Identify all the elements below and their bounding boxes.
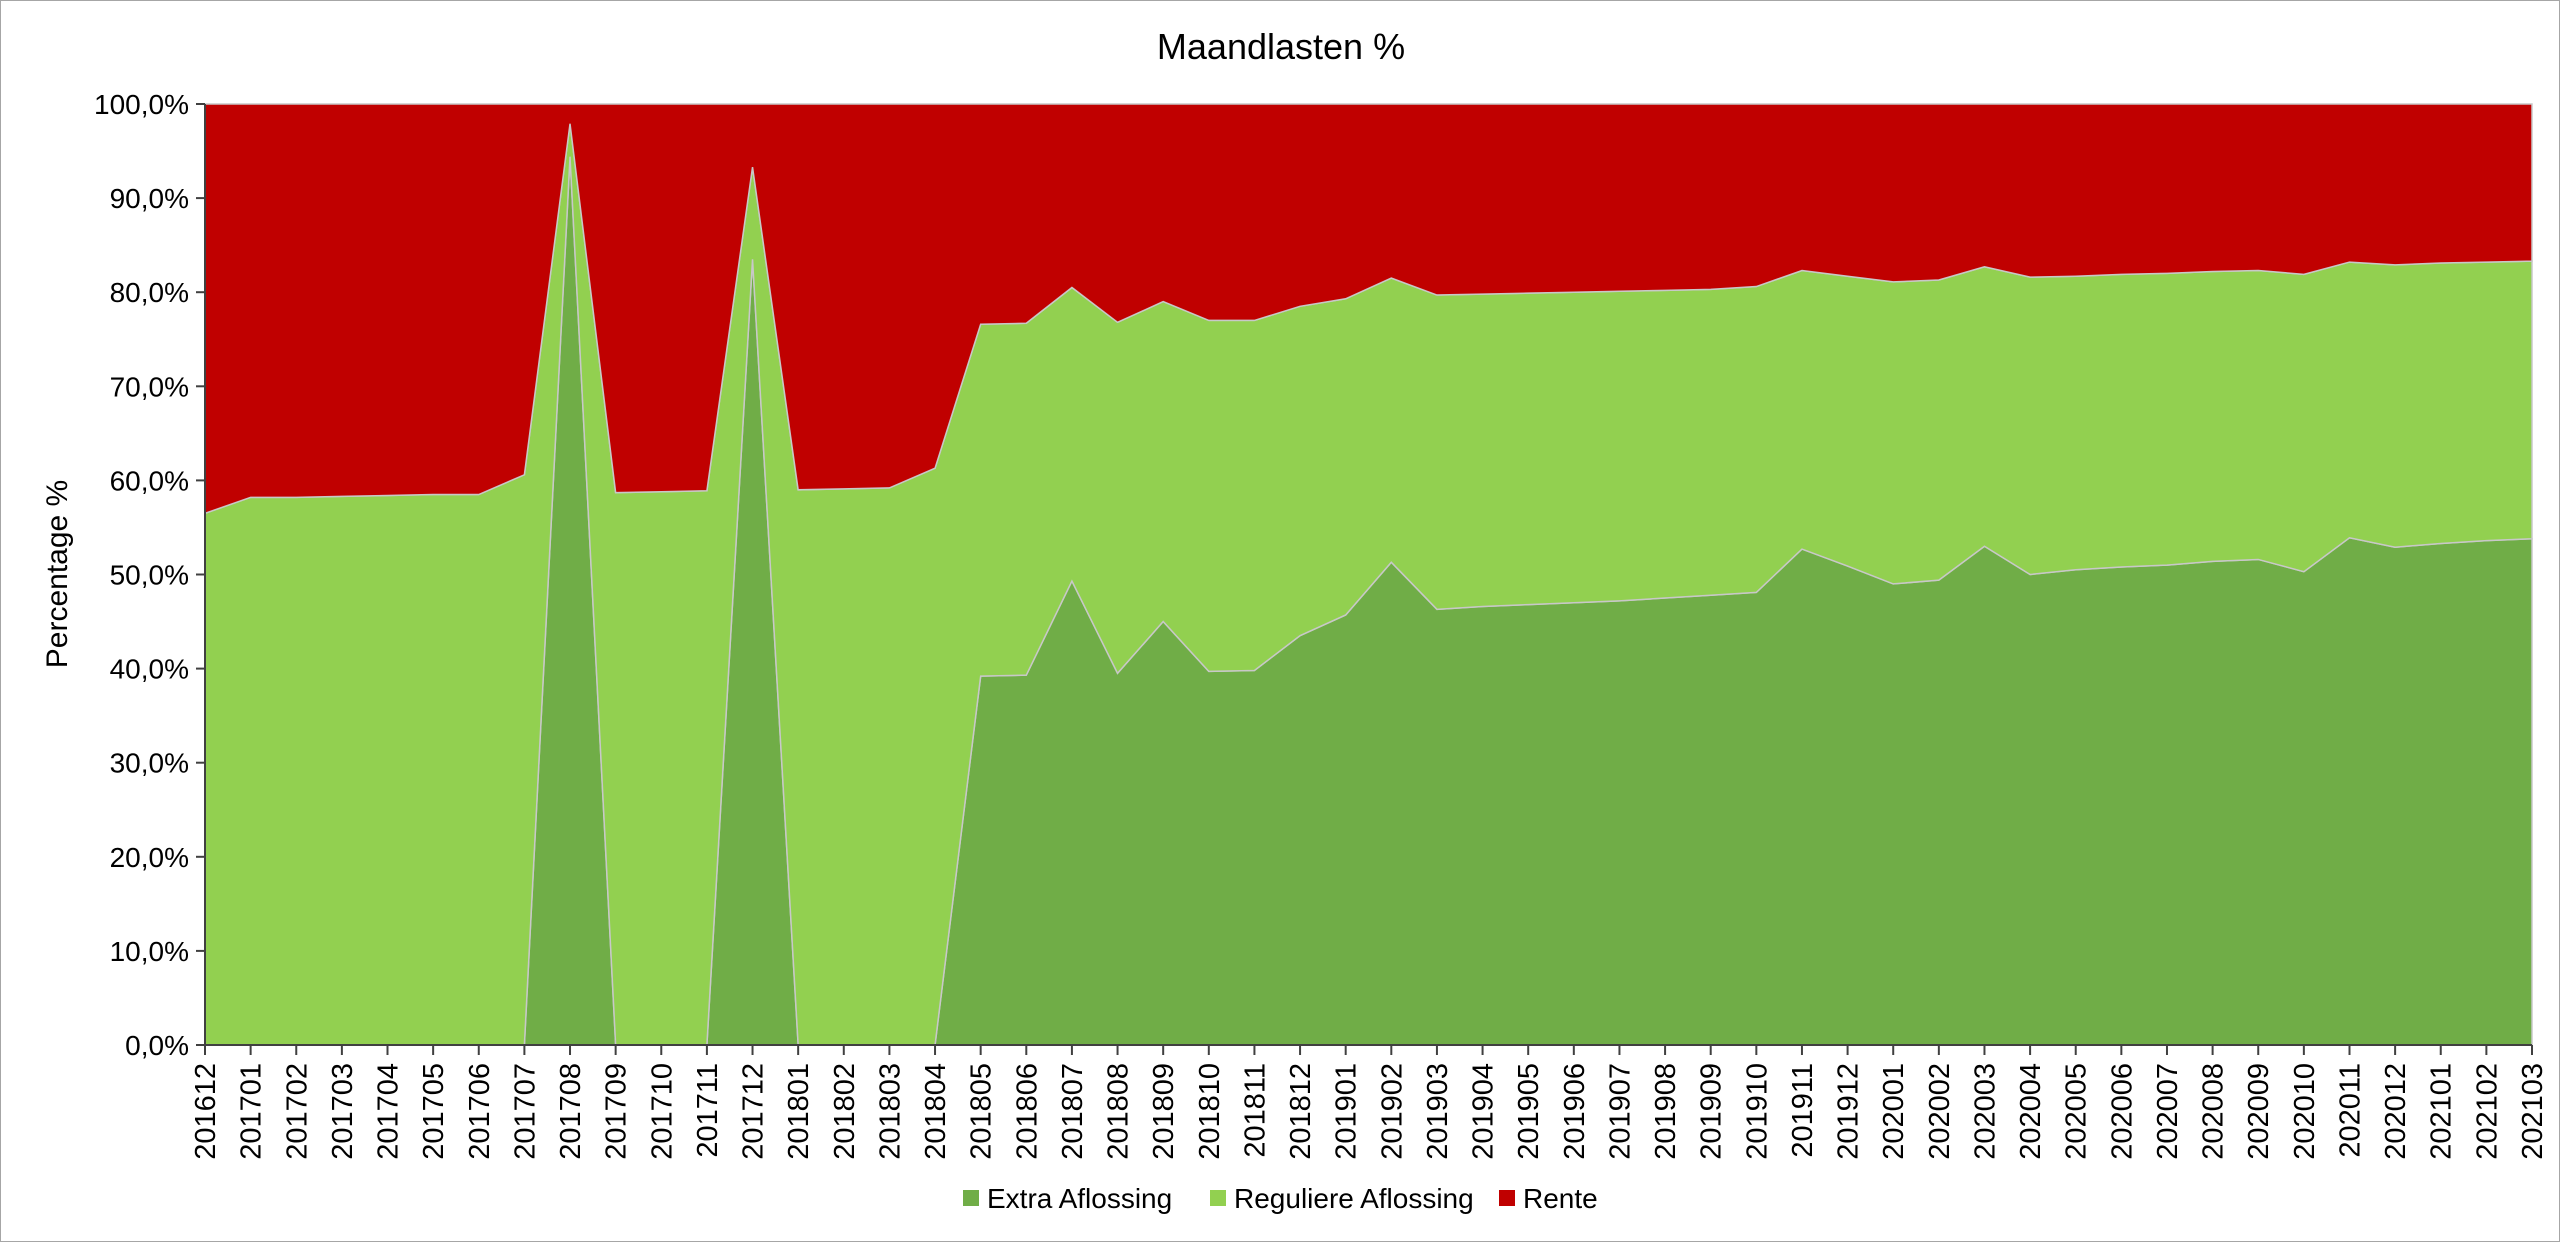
x-tick-label: 201706: [464, 1063, 496, 1160]
x-tick-label: 202002: [1924, 1063, 1956, 1160]
legend-swatch: [963, 1190, 979, 1206]
x-tick-label: 201904: [1468, 1063, 1500, 1160]
x-tick-label: 201906: [1559, 1063, 1591, 1160]
y-tick-label: 0,0%: [125, 1030, 189, 1061]
x-tick-label: 201907: [1604, 1063, 1636, 1160]
x-tick-label: 201704: [373, 1063, 405, 1160]
x-tick-label: 202103: [2517, 1063, 2549, 1160]
x-tick-label: 201807: [1057, 1063, 1089, 1160]
x-tick-label: 202011: [2334, 1063, 2366, 1158]
x-tick-label: 202003: [1969, 1063, 2001, 1160]
x-tick-label: 202004: [2015, 1063, 2047, 1160]
x-tick-label: 202010: [2289, 1063, 2321, 1160]
x-tick-label: 201708: [555, 1063, 587, 1160]
x-tick-label: 201801: [783, 1063, 815, 1160]
x-tick-label: 201908: [1650, 1063, 1682, 1160]
y-tick-label: 40,0%: [110, 654, 189, 685]
legend-label: Rente: [1523, 1183, 1598, 1214]
x-tick-label: 201808: [1103, 1063, 1135, 1160]
x-tick-label: 201705: [418, 1063, 450, 1160]
x-tick-label: 201805: [966, 1063, 998, 1160]
y-tick-label: 70,0%: [110, 371, 189, 402]
legend-swatch: [1499, 1190, 1515, 1206]
x-tick-label: 201911: [1787, 1063, 1819, 1158]
x-tick-label: 201702: [281, 1063, 313, 1160]
series-areas: [204, 103, 2533, 1046]
x-tick-label: 201711: [692, 1063, 724, 1158]
chart-title: Maandlasten %: [1157, 26, 1405, 67]
x-tick-label: 201901: [1331, 1063, 1363, 1160]
x-tick-label: 201812: [1285, 1063, 1317, 1160]
x-tick-label: 202012: [2380, 1063, 2412, 1160]
y-tick-label: 60,0%: [110, 465, 189, 496]
x-tick-label: 202007: [2152, 1063, 2184, 1160]
x-tick-label: 202101: [2426, 1063, 2458, 1160]
x-tick-label: 202102: [2471, 1063, 2503, 1160]
area-rente: [204, 103, 2533, 515]
x-tick-label: 201707: [509, 1063, 541, 1160]
y-tick-label: 90,0%: [110, 183, 189, 214]
x-tick-label: 201910: [1741, 1063, 1773, 1160]
x-tick-label: 202009: [2243, 1063, 2275, 1160]
x-tick-label: 201802: [829, 1063, 861, 1160]
legend-label: Extra Aflossing: [987, 1183, 1172, 1214]
x-tick-label: 201912: [1833, 1063, 1865, 1160]
x-tick-label: 201712: [738, 1063, 770, 1160]
x-tick-label: 201612: [190, 1063, 222, 1160]
y-tick-label: 10,0%: [110, 936, 189, 967]
y-axis-title: Percentage %: [41, 480, 74, 668]
legend-swatch: [1210, 1190, 1226, 1206]
x-tick-labels: 201612 201701 201702 201703 201704 201705 2017…: [190, 1063, 2549, 1160]
y-tick-label: 80,0%: [110, 277, 189, 308]
legend-label: Reguliere Aflossing: [1234, 1183, 1474, 1214]
x-tick-label: 201804: [920, 1063, 952, 1160]
x-tick-label: 201809: [1148, 1063, 1180, 1160]
axes: [196, 103, 2533, 1055]
x-tick-label: 201806: [1011, 1063, 1043, 1160]
x-tick-label: 202006: [2106, 1063, 2138, 1160]
x-tick-label: 201710: [646, 1063, 678, 1160]
x-tick-label: 201810: [1194, 1063, 1226, 1160]
y-tick-label: 100,0%: [94, 89, 189, 120]
y-tick-label: 50,0%: [110, 560, 189, 591]
y-tick-label: 20,0%: [110, 842, 189, 873]
x-tick-label: 201703: [327, 1063, 359, 1160]
x-tick-label: 201701: [236, 1063, 268, 1160]
x-tick-label: 201803: [874, 1063, 906, 1160]
x-tick-label: 201903: [1422, 1063, 1454, 1160]
x-tick-label: 201902: [1376, 1063, 1408, 1160]
x-tick-label: 201709: [601, 1063, 633, 1160]
x-tick-label: 201905: [1513, 1063, 1545, 1160]
x-tick-label: 202008: [2198, 1063, 2230, 1160]
legend: Extra Aflossing Reguliere Aflossing Rente: [963, 1183, 1598, 1214]
x-tick-label: 201909: [1696, 1063, 1728, 1160]
y-tick-label: 30,0%: [110, 748, 189, 779]
x-tick-label: 202005: [2061, 1063, 2093, 1160]
x-tick-label: 201811: [1239, 1063, 1271, 1158]
x-tick-label: 202001: [1878, 1063, 1910, 1160]
y-tick-labels: 0,0% 10,0% 20,0% 30,0% 40,0% 50,0% 60,0% 70,0% 8…: [94, 89, 189, 1061]
